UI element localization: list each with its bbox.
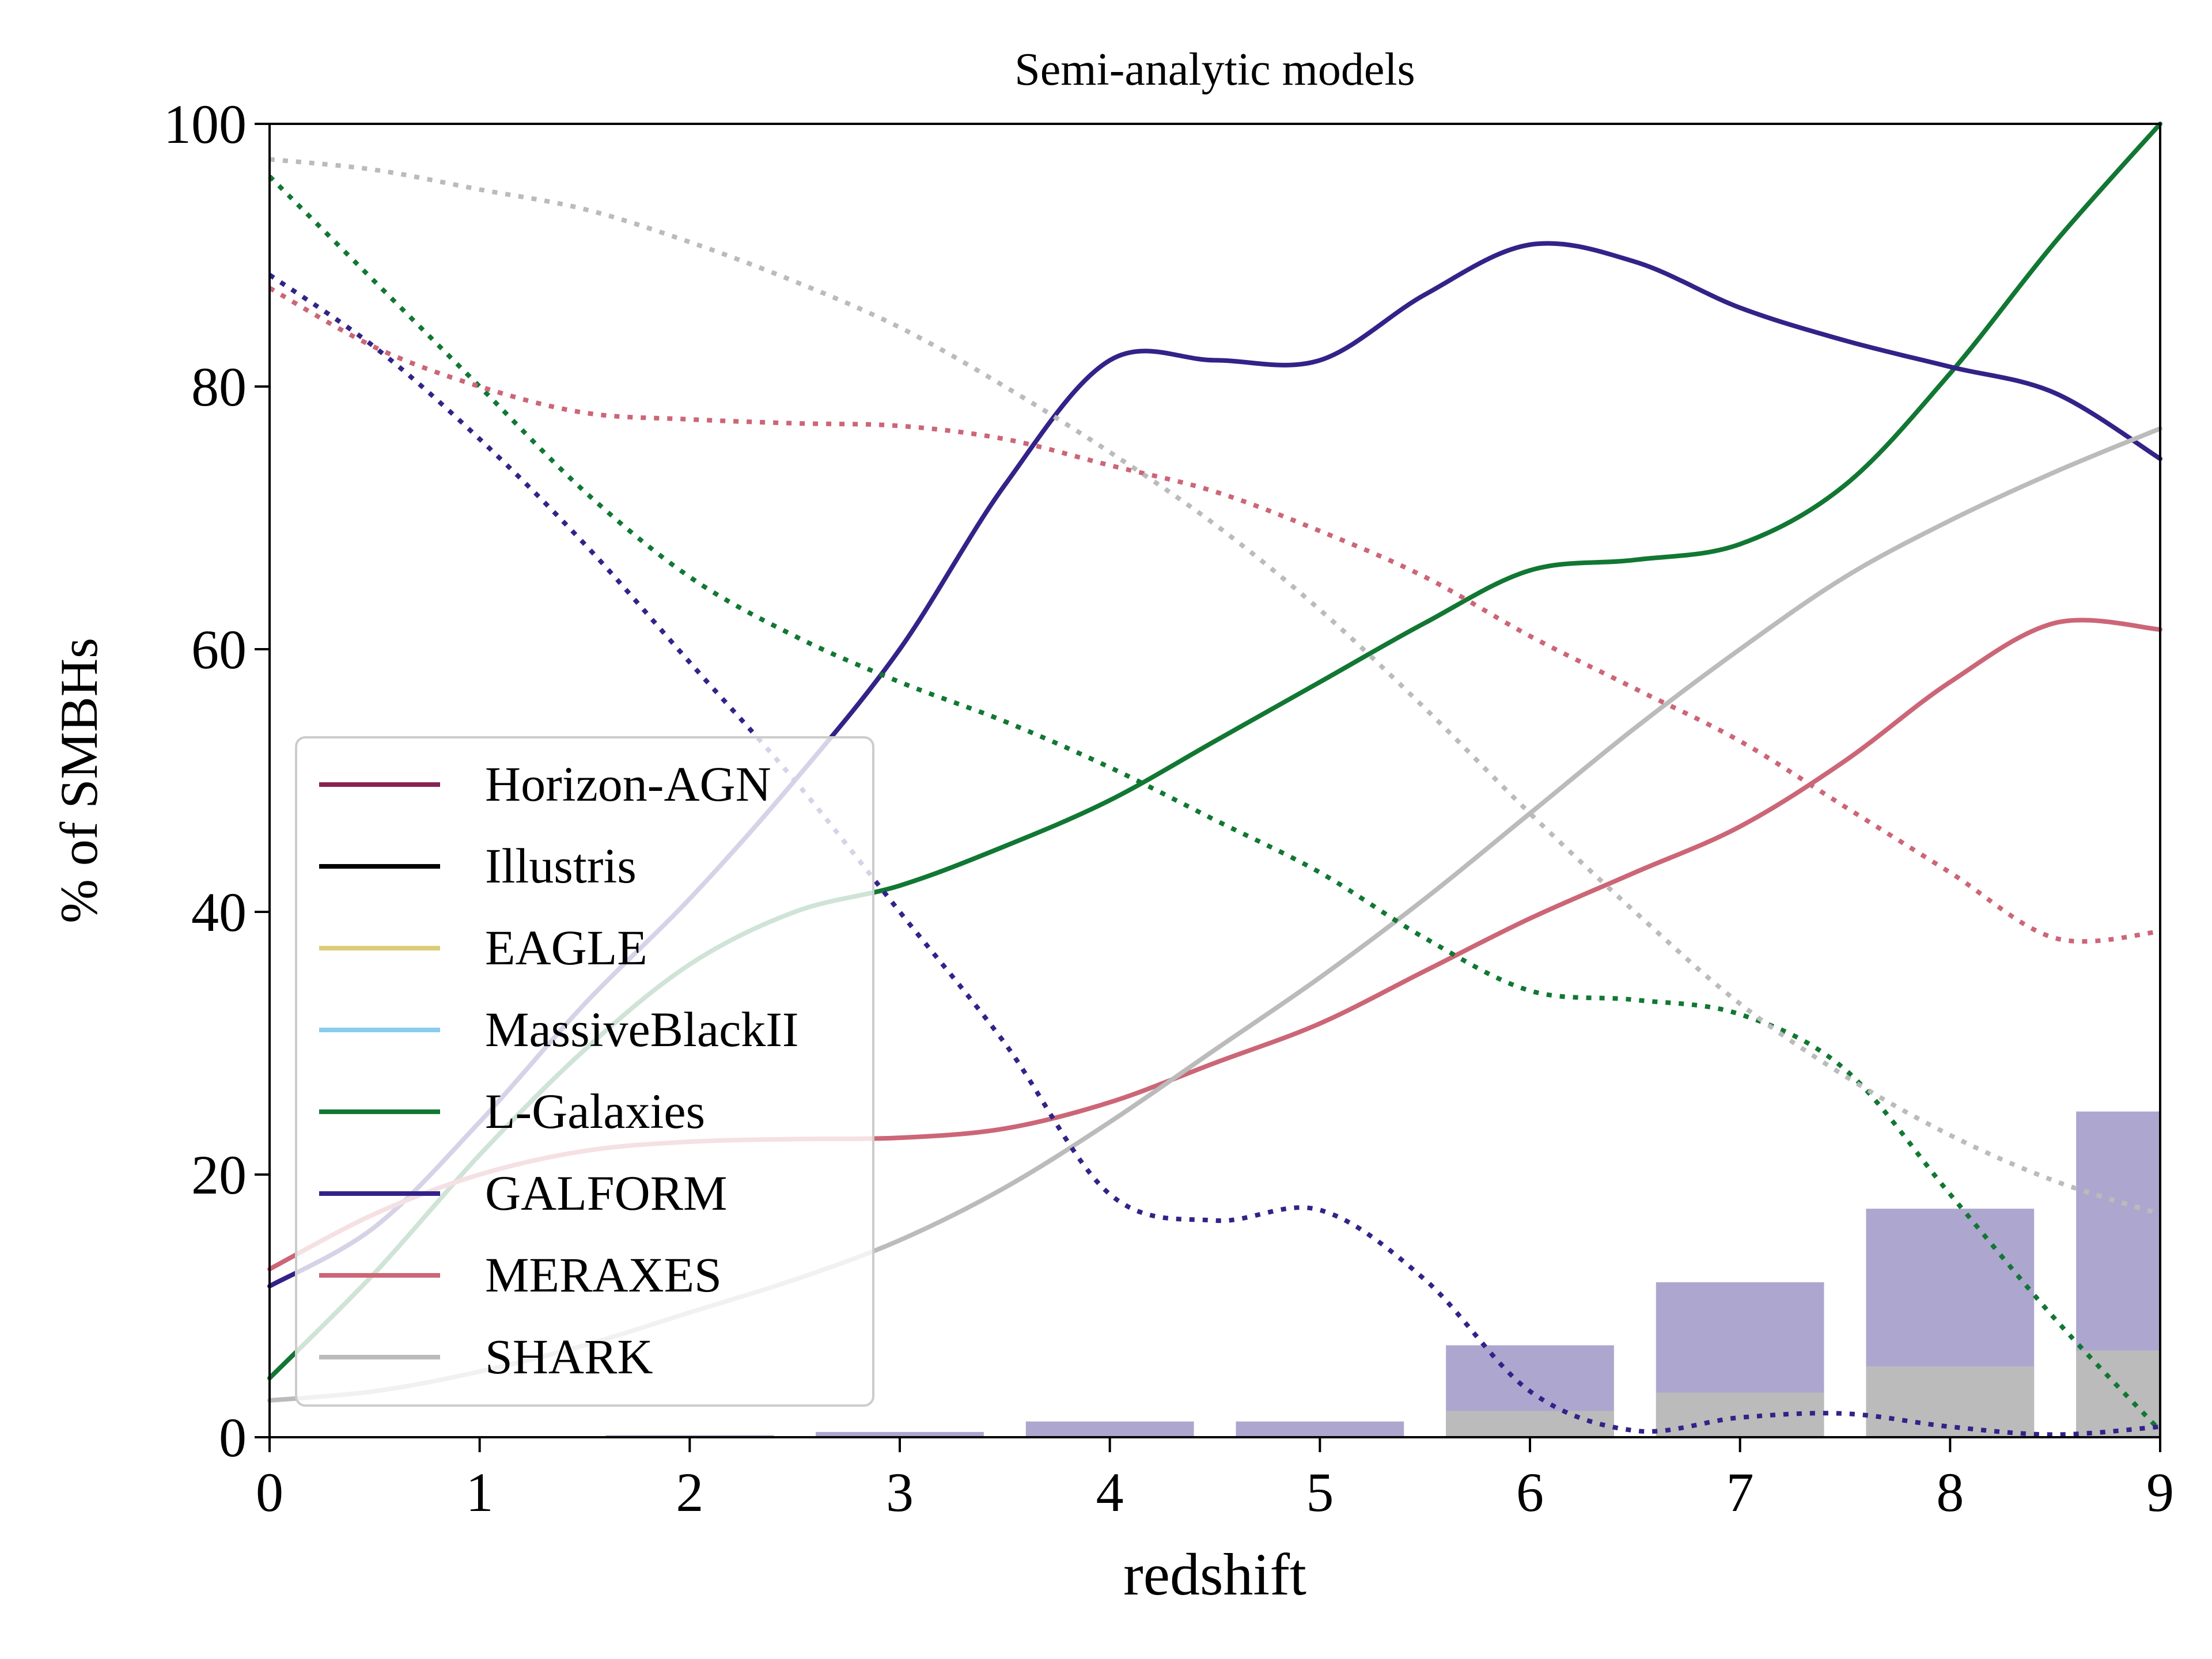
bar-galform-3 xyxy=(816,1431,984,1437)
y-tick-label-80: 80 xyxy=(191,356,247,418)
legend: Horizon-AGN Illustris EAGLE MassiveBlackII L… xyxy=(295,736,874,1407)
y-axis-label: % of SMBHs xyxy=(50,638,108,923)
x-tick-label-9: 9 xyxy=(2146,1461,2174,1523)
legend-label-shark: SHARK xyxy=(485,1329,653,1384)
legend-label-meraxes: MERAXES xyxy=(485,1247,722,1302)
y-tick-label-60: 60 xyxy=(191,619,247,680)
legend-box xyxy=(295,736,874,1407)
bar-shark-8 xyxy=(1866,1366,2035,1437)
x-axis-label: redshift xyxy=(1123,1541,1306,1608)
legend-label-horizon-agn: Horizon-AGN xyxy=(485,756,771,812)
x-tick-label-4: 4 xyxy=(1096,1461,1124,1523)
bar-shark-6 xyxy=(1446,1411,1614,1437)
line-meraxes-dotted xyxy=(268,286,2161,944)
y-tick-label-100: 100 xyxy=(164,93,247,155)
legend-label-eagle: EAGLE xyxy=(485,920,647,975)
x-tick-label-2: 2 xyxy=(676,1461,703,1523)
bar-galform-5 xyxy=(1236,1421,1404,1437)
line-shark-dotted xyxy=(269,157,2161,1217)
plot-frame xyxy=(268,123,2161,1438)
y-tick-label-40: 40 xyxy=(191,881,247,943)
x-tick-label-6: 6 xyxy=(1516,1461,1544,1523)
x-tick-label-1: 1 xyxy=(466,1461,494,1523)
legend-label-illustris: Illustris xyxy=(485,838,637,893)
bar-galform-4 xyxy=(1025,1421,1194,1437)
bar-shark-9 xyxy=(2076,1350,2160,1437)
legend-label-galform: GALFORM xyxy=(485,1165,728,1221)
line-galform-dotted xyxy=(268,272,2161,1437)
y-tick-label-20: 20 xyxy=(191,1144,247,1206)
axis-ticks: 0 1 2 3 4 5 6 7 8 9 0 20 40 60 80 100 xyxy=(164,93,2174,1523)
x-tick-label-0: 0 xyxy=(256,1461,283,1523)
legend-label-l-galaxies: L-Galaxies xyxy=(485,1084,705,1139)
x-tick-label-5: 5 xyxy=(1306,1461,1334,1523)
chart-title: Semi-analytic models xyxy=(1014,44,1415,95)
y-tick-label-0: 0 xyxy=(219,1407,247,1468)
x-tick-label-7: 7 xyxy=(1726,1461,1754,1523)
legend-label-massiveblackii: MassiveBlackII xyxy=(485,1002,799,1057)
x-tick-label-3: 3 xyxy=(886,1461,914,1523)
x-tick-label-8: 8 xyxy=(1936,1461,1964,1523)
